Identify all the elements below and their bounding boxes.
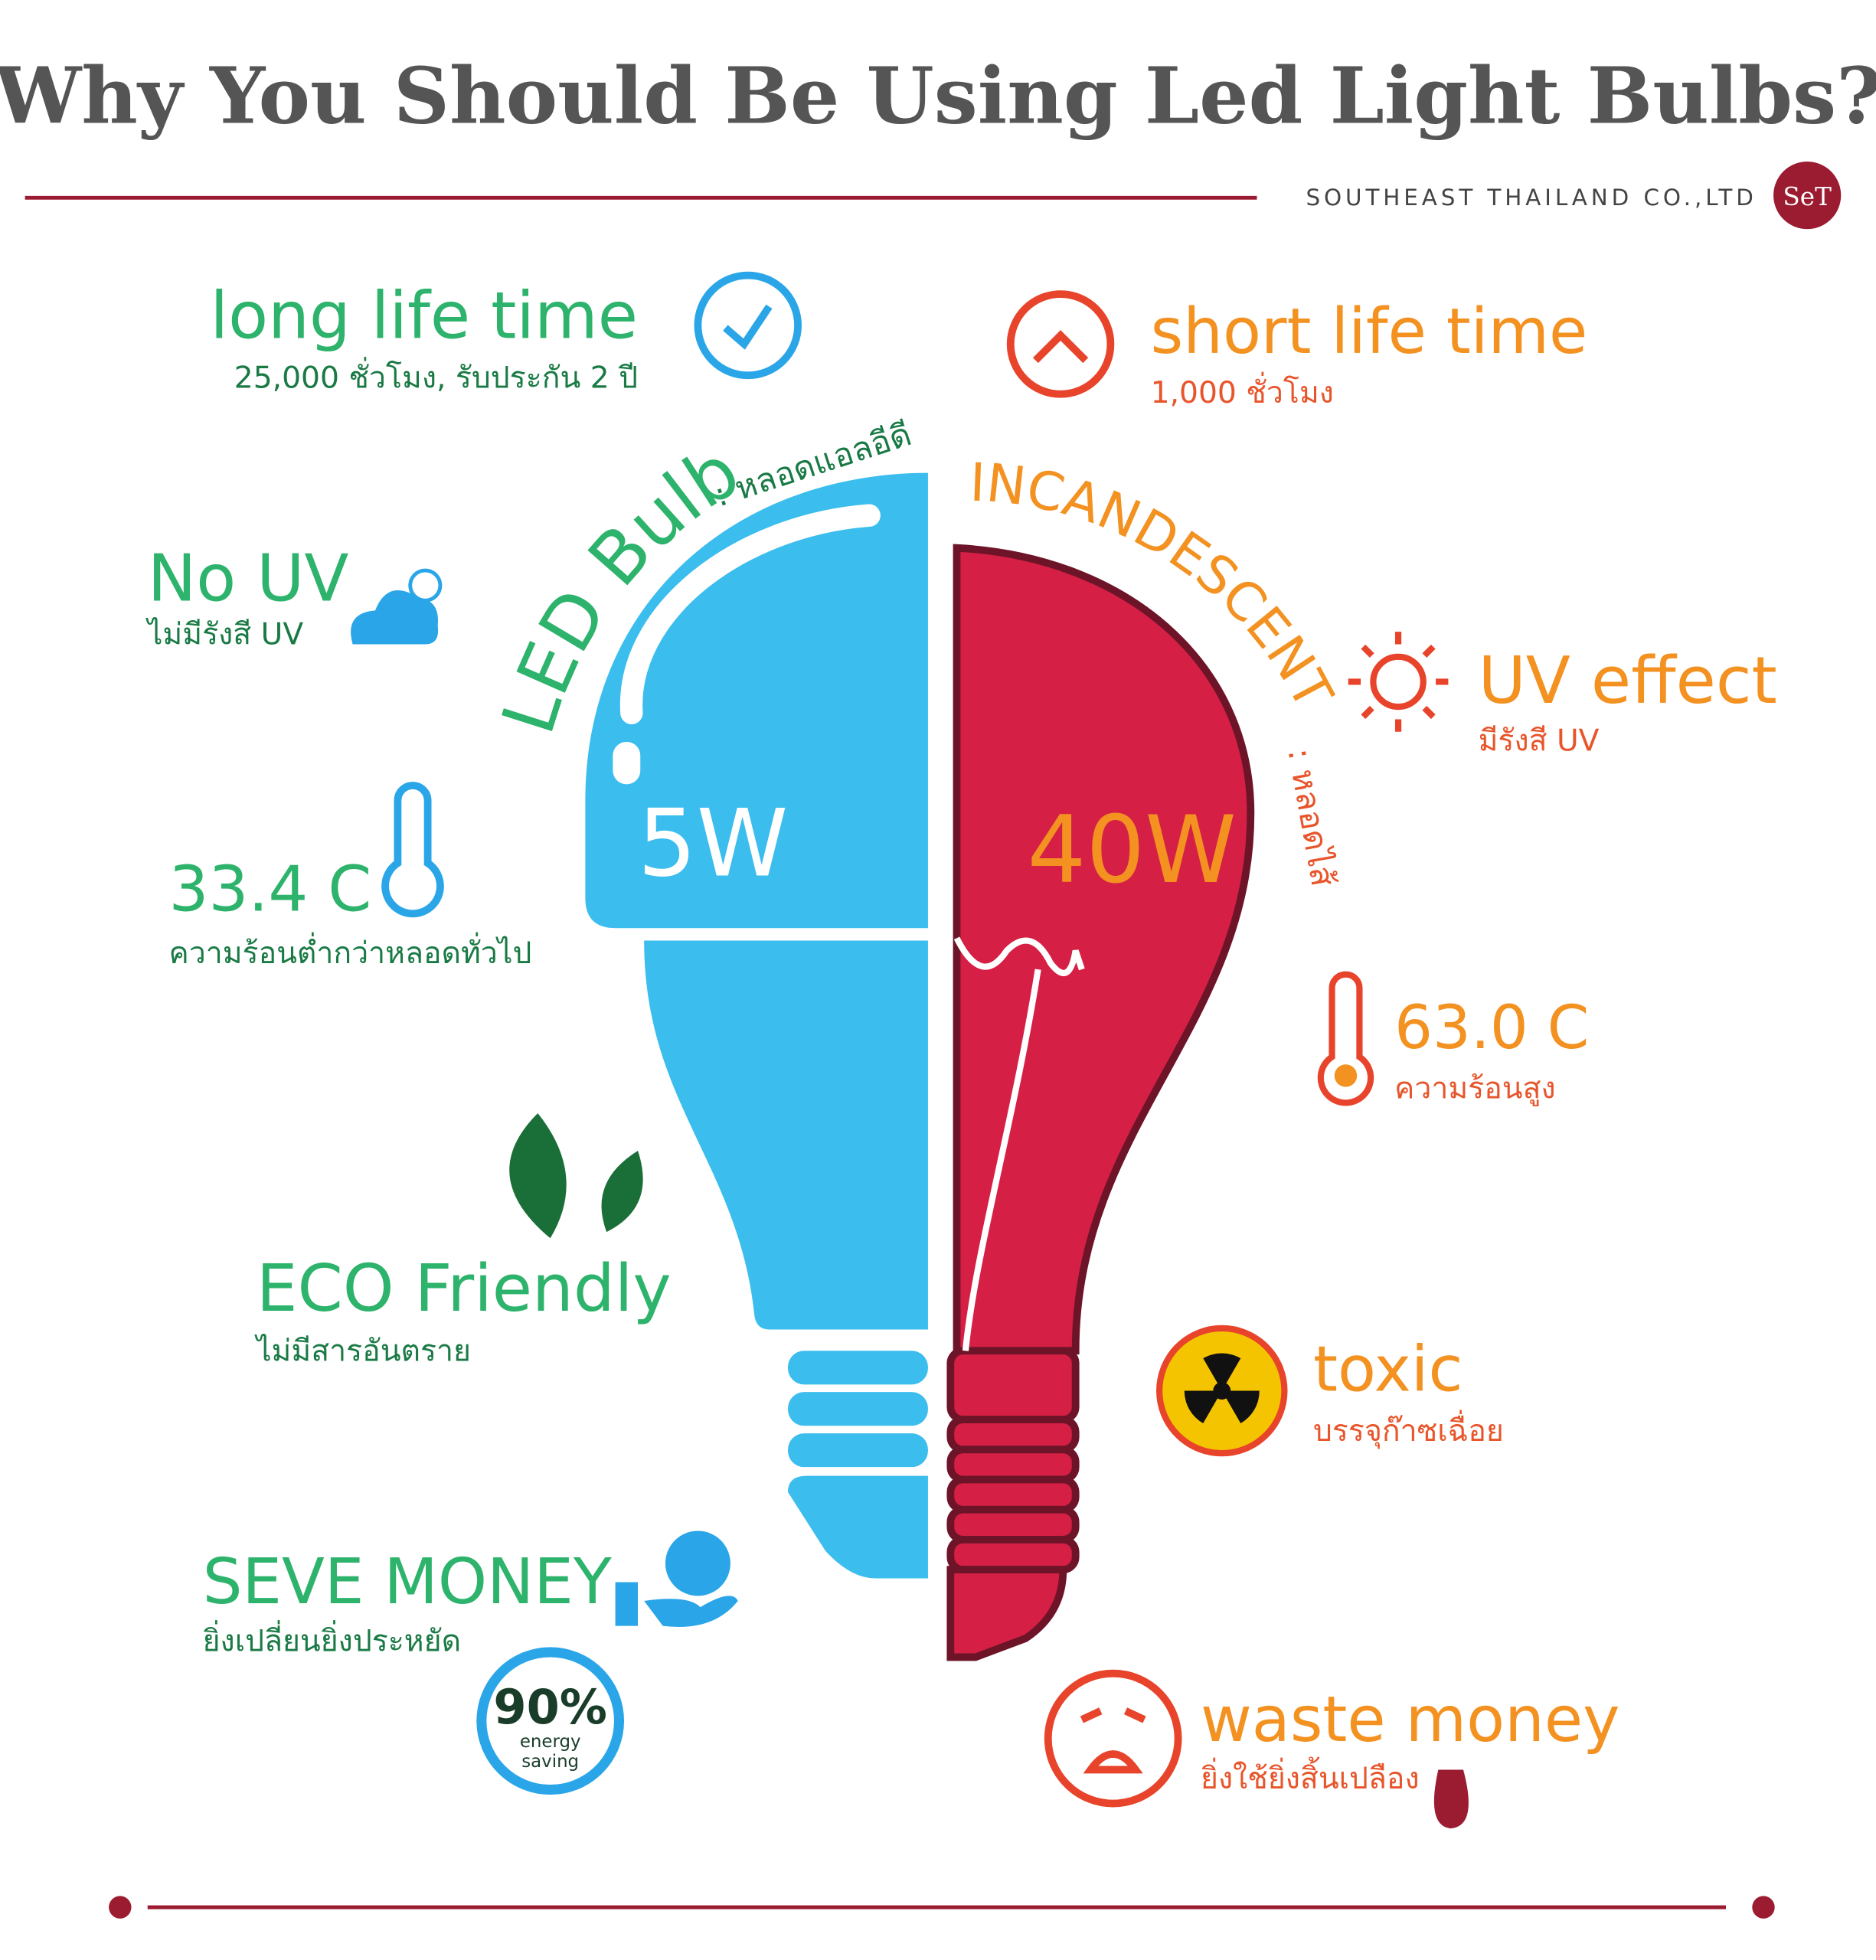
thermometer-icon <box>381 782 444 918</box>
leaf-icon <box>509 1112 643 1239</box>
feature-sub: ความร้อนต่ำกว่าหลอดทั่วไป <box>169 932 532 971</box>
feature-sub: 25,000 ชั่วโมง, รับประกัน 2 ปี <box>234 357 638 396</box>
money-bag-icon <box>1433 1769 1469 1829</box>
saving-line: saving <box>521 1752 579 1772</box>
feature-title: UV effect <box>1479 643 1777 719</box>
feature-sub: ยิ่งเปลี่ยนยิ่งประหยัด <box>203 1619 461 1658</box>
feature-title: 33.4 C <box>169 853 372 926</box>
feature-sub: ความร้อนสูง <box>1394 1071 1555 1106</box>
saving-line: energy <box>520 1732 581 1752</box>
feature-title: No UV <box>148 541 349 616</box>
feature-sub: 1,000 ชั่วโมง <box>1151 371 1334 410</box>
footer-dot <box>109 1896 132 1919</box>
logo-text: SeT <box>1783 182 1832 211</box>
feature-title: 63.0 C <box>1394 993 1589 1063</box>
company: SOUTHEAST THAILAND CO.,LTD <box>1306 185 1757 211</box>
incandescent-watt: 40W <box>1028 796 1237 904</box>
feature-title: short life time <box>1151 296 1588 368</box>
feature-title: SEVE MONEY <box>203 1546 613 1619</box>
feature-title: ECO Friendly <box>257 1251 672 1327</box>
incandescent-bulb <box>946 544 1255 1661</box>
led-bulb <box>585 472 928 1579</box>
sad-icon <box>1044 1669 1182 1808</box>
feature-sub: ยิ่งใช้ยิ่งสิ้นเปลือง <box>1201 1756 1420 1796</box>
thermometer-icon <box>1317 971 1374 1106</box>
clock-icon <box>1006 290 1115 398</box>
logo <box>1773 161 1842 230</box>
radiation-icon <box>1156 1325 1288 1457</box>
feature-sub: ไม่มีสารอันตราย <box>254 1333 471 1368</box>
incandescent-thai: : หลอดไส้ <box>1280 746 1342 890</box>
cloud-icon <box>351 568 443 645</box>
saving-ring <box>476 1647 625 1795</box>
feature-sub: ไม่มีรังสี UV <box>145 616 304 652</box>
money-hand-icon <box>615 1530 738 1627</box>
feature-title: long life time <box>211 278 638 354</box>
feature-title: toxic <box>1313 1334 1463 1406</box>
saving-value: 90% <box>493 1679 607 1735</box>
sun-icon <box>1348 632 1449 732</box>
led-watt: 5W <box>638 790 788 898</box>
clock-icon <box>694 271 802 380</box>
title: Why You Should Be Using Led Light Bulbs? <box>0 50 1876 141</box>
footer-dot <box>1752 1896 1775 1919</box>
feature-sub: บรรจุก๊าซเฉื่อย <box>1313 1410 1504 1449</box>
feature-sub: มีรังสี UV <box>1479 724 1600 758</box>
feature-title: waste money <box>1201 1684 1619 1756</box>
